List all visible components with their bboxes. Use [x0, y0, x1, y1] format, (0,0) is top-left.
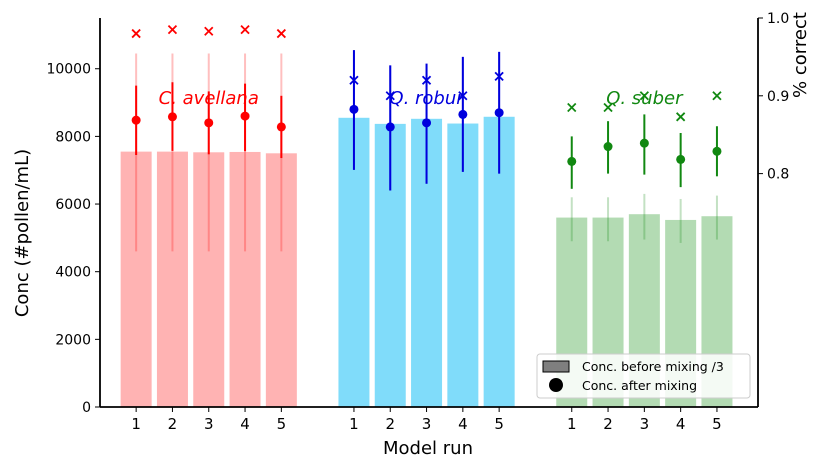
labels-layer: 1 2 3 4 5 C. avellana 1 2 3 4 5 Q. robur 1 2 3 4 5 Q. sub… [46, 11, 789, 433]
x-tick-label: 2 [603, 415, 613, 433]
data-point [131, 115, 141, 125]
percent-correct-marker [567, 102, 577, 113]
percent-correct-marker [712, 91, 722, 101]
percent-correct-marker [349, 75, 359, 85]
right-y-tick-label: 0.8 [767, 167, 789, 183]
percent-correct-marker-stroke [676, 112, 686, 122]
data-point [494, 108, 504, 118]
x-tick-label: 1 [131, 415, 141, 433]
percent-correct-marker-stroke [276, 28, 286, 39]
percent-correct-marker-stroke [204, 26, 214, 36]
bar [265, 153, 297, 407]
percent-correct-marker [167, 25, 178, 35]
right-y-tick-label: 1.0 [767, 11, 789, 27]
points-layer [131, 25, 722, 166]
x-tick-label: 3 [422, 415, 432, 433]
percent-correct-marker-stroke [240, 25, 250, 35]
y-tick-label: 8000 [55, 129, 91, 145]
percent-correct-marker [603, 102, 613, 113]
percent-correct-marker-stroke [639, 91, 649, 101]
percent-correct-marker-stroke [421, 75, 432, 85]
percent-correct-marker-stroke [458, 91, 468, 101]
percent-correct-marker [276, 28, 286, 39]
percent-correct-marker [204, 26, 214, 36]
x-tick-label: 4 [676, 415, 686, 433]
percent-correct-marker-stroke [712, 91, 722, 101]
x-tick-label: 1 [567, 415, 577, 433]
x-tick-label: 5 [712, 415, 722, 433]
percent-correct-marker [494, 71, 504, 81]
legend-point-swatch [549, 378, 563, 392]
data-point [385, 122, 395, 132]
percent-correct-marker-stroke [567, 102, 577, 113]
right-axis-label: % correct [790, 12, 811, 98]
data-point [567, 156, 577, 166]
percent-correct-marker [639, 91, 649, 101]
data-point [240, 111, 250, 121]
x-tick-label: 5 [277, 415, 287, 433]
percent-correct-marker [131, 28, 141, 39]
axes-layer [95, 17, 763, 412]
percent-correct-marker [240, 25, 250, 35]
percent-correct-marker-stroke [131, 28, 141, 39]
x-tick-label: 1 [349, 415, 359, 433]
y-tick-label: 2000 [55, 332, 91, 348]
data-point [349, 104, 359, 114]
legend: Conc. before mixing /3 Conc. after mixin… [536, 353, 751, 399]
data-point [712, 146, 722, 156]
x-tick-label: 4 [458, 415, 468, 433]
x-tick-label: 4 [240, 415, 250, 433]
y-tick-label: 6000 [55, 197, 91, 213]
group-label: Q. robur [389, 88, 465, 109]
data-point [639, 138, 649, 148]
x-tick-label: 5 [494, 415, 504, 433]
legend-bar-swatch [542, 360, 570, 373]
data-point [204, 118, 214, 128]
bar [156, 151, 188, 407]
group-label: C. avellana [159, 88, 259, 109]
percent-correct-marker [458, 91, 468, 101]
legend-label-bars: Conc. before mixing /3 [582, 359, 724, 374]
bar [193, 152, 225, 407]
y-tick-label: 4000 [55, 265, 91, 281]
percent-correct-marker [421, 75, 432, 85]
percent-correct-marker [676, 112, 686, 122]
data-point [167, 112, 177, 122]
x-tick-label: 3 [204, 415, 214, 433]
data-point [276, 122, 286, 132]
x-tick-label: 2 [385, 415, 395, 433]
y-tick-label: 0 [82, 400, 91, 416]
x-axis-label: Model run [383, 438, 473, 458]
percent-correct-marker-stroke [349, 75, 359, 85]
legend-label-points: Conc. after mixing [582, 378, 697, 393]
percent-correct-marker-stroke [603, 102, 613, 113]
percent-correct-marker [385, 91, 395, 101]
x-tick-label: 3 [640, 415, 650, 433]
x-tick-label: 2 [168, 415, 178, 433]
bar [120, 151, 152, 407]
data-point [676, 154, 686, 164]
percent-correct-marker-stroke [167, 25, 178, 35]
y-axis-label: Conc (#pollen/mL) [12, 149, 33, 317]
data-point [422, 118, 432, 128]
y-tick-label: 10000 [46, 62, 91, 78]
group-label: Q. suber [606, 88, 684, 109]
percent-correct-marker-stroke [494, 71, 504, 81]
data-point [603, 142, 613, 152]
right-y-tick-label: 0.9 [767, 89, 789, 105]
bar [229, 151, 261, 407]
data-point [458, 109, 468, 119]
legend-box [536, 353, 751, 399]
percent-correct-marker-stroke [385, 91, 395, 101]
